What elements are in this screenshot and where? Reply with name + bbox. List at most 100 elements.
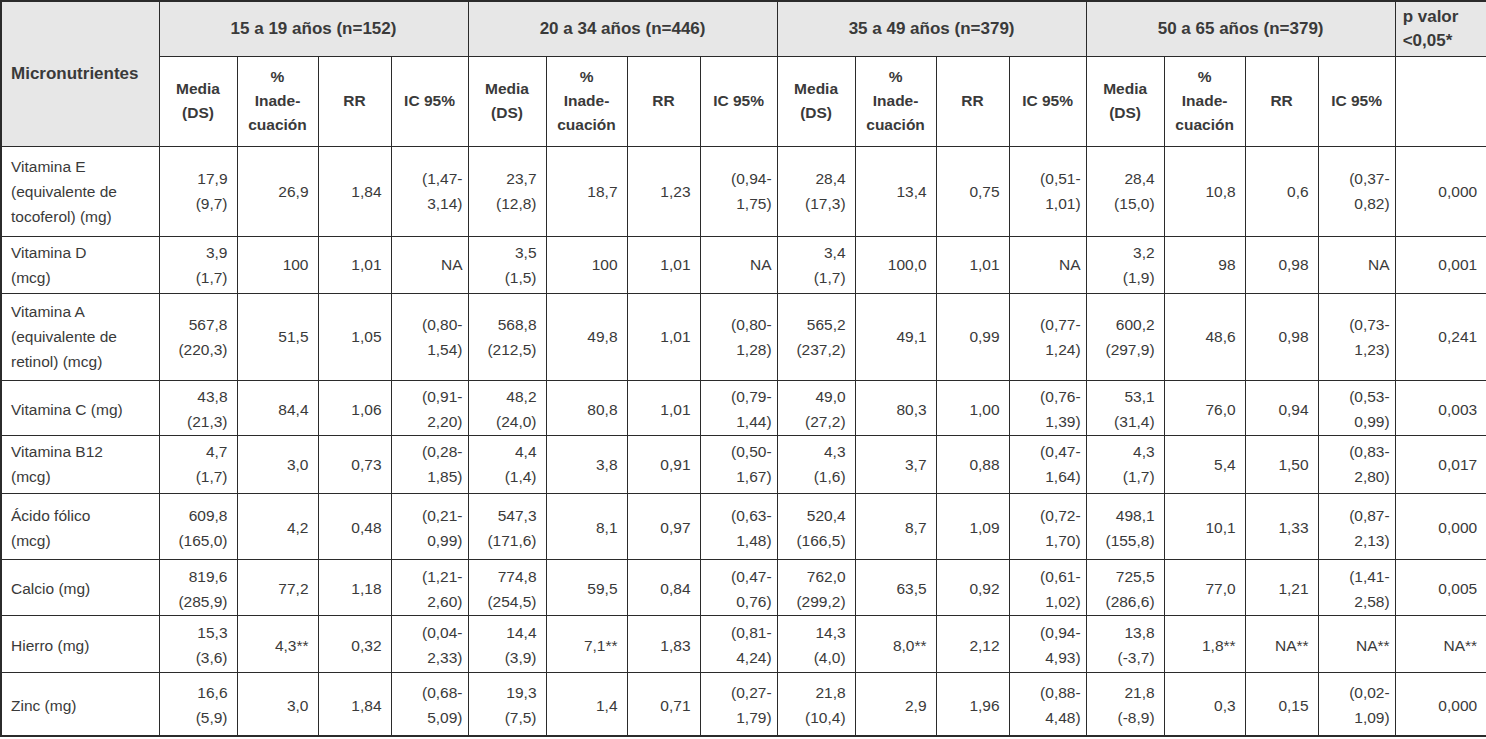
pct-inadecuacion-cell: 18,7 bbox=[546, 146, 627, 236]
table-row: Vitamina A(equivalente deretinol) (mcg)5… bbox=[1, 293, 1486, 380]
rr-cell-line: 1,01 bbox=[628, 397, 691, 422]
sub-header-rr: RR bbox=[318, 56, 391, 146]
table-header: Micronutrientes 15 a 19 años (n=152) 20 … bbox=[1, 1, 1486, 146]
sub-header-rr: RR bbox=[627, 56, 700, 146]
rr-cell-line: 1,06 bbox=[319, 397, 382, 422]
pct-inadecuacion-cell-line: 8,0** bbox=[856, 633, 927, 658]
media-ds-cell-line: 725,5 bbox=[1087, 564, 1155, 589]
media-ds-cell-line: (7,5) bbox=[469, 705, 537, 730]
p-value-header-line2: <0,05* bbox=[1403, 29, 1486, 53]
pct-inadecuacion-cell-line: 100 bbox=[547, 252, 618, 277]
ic95-cell-line: (0,27- bbox=[701, 680, 772, 705]
rr-cell-line: 0,88 bbox=[937, 452, 1000, 477]
ic95-cell-line: (0,53- bbox=[1319, 384, 1390, 409]
pct-inadecuacion-cell: 80,8 bbox=[546, 380, 627, 435]
sub-header-rr-line: RR bbox=[628, 89, 700, 113]
media-ds-cell-line: 498,1 bbox=[1087, 503, 1155, 528]
sub-header-media-ds: Media(DS) bbox=[777, 56, 855, 146]
media-ds-cell-line: 4,3 bbox=[1087, 439, 1155, 464]
rr-cell: 1,23 bbox=[627, 146, 700, 236]
sub-header-rr-line: RR bbox=[319, 89, 391, 113]
ic95-cell: (0,50-1,67) bbox=[700, 435, 777, 493]
sub-header-pct-inadecuacion-line: % bbox=[856, 65, 936, 89]
media-ds-cell: 762,0(299,2) bbox=[777, 559, 855, 615]
pct-inadecuacion-cell-line: 13,4 bbox=[856, 179, 927, 204]
ic95-cell-line: (0,83- bbox=[1319, 439, 1390, 464]
ic95-cell-line: (0,63- bbox=[701, 503, 772, 528]
media-ds-cell: 4,7(1,7) bbox=[159, 435, 237, 493]
table-row: Vitamina C (mg)43,8(21,3)84,41,06(0,91-2… bbox=[1, 380, 1486, 435]
pct-inadecuacion-cell: 63,5 bbox=[855, 559, 936, 615]
media-ds-cell-line: (1,5) bbox=[469, 265, 537, 290]
table-row: Vitamina D(mcg)3,9(1,7)1001,01NA3,5(1,5)… bbox=[1, 236, 1486, 293]
pct-inadecuacion-cell-line: 63,5 bbox=[856, 576, 927, 601]
pct-inadecuacion-cell: 8,1 bbox=[546, 493, 627, 559]
ic95-cell-line: 1,67) bbox=[701, 464, 772, 489]
rr-cell: 0,71 bbox=[627, 672, 700, 736]
pct-inadecuacion-cell-line: 59,5 bbox=[547, 576, 618, 601]
ic95-cell-line: 1,79) bbox=[701, 705, 772, 730]
sub-header-ic95-line: IC 95% bbox=[701, 89, 777, 113]
micronutrient-name: Vitamina E(equivalente detocoferol) (mg) bbox=[1, 146, 159, 236]
micronutrient-name: Hierro (mg) bbox=[1, 615, 159, 672]
rr-cell: 1,01 bbox=[627, 293, 700, 380]
pct-inadecuacion-cell: 77,0 bbox=[1164, 559, 1245, 615]
ic95-cell: (0,61-1,02) bbox=[1009, 559, 1086, 615]
media-ds-cell-line: 19,3 bbox=[469, 680, 537, 705]
media-ds-cell: 568,8(212,5) bbox=[468, 293, 546, 380]
media-ds-cell-line: 567,8 bbox=[160, 312, 228, 337]
pct-inadecuacion-cell: 1,4 bbox=[546, 672, 627, 736]
media-ds-cell: 28,4(15,0) bbox=[1086, 146, 1164, 236]
ic95-cell-line: 1,23) bbox=[1319, 337, 1390, 362]
rr-cell: 0,99 bbox=[936, 293, 1009, 380]
micronutrientes-column-header: Micronutrientes bbox=[1, 1, 159, 146]
ic95-cell-line: (0,77- bbox=[1010, 312, 1081, 337]
ic95-cell-line: 0,82) bbox=[1319, 191, 1390, 216]
media-ds-cell-line: 4,4 bbox=[469, 439, 537, 464]
pct-inadecuacion-cell-line: 49,8 bbox=[547, 324, 618, 349]
pct-inadecuacion-cell: 3,7 bbox=[855, 435, 936, 493]
ic95-cell-line: (0,94- bbox=[701, 166, 772, 191]
ic95-cell-line: (0,51- bbox=[1010, 166, 1081, 191]
ic95-cell: (0,94-1,75) bbox=[700, 146, 777, 236]
sub-header-media-ds: Media(DS) bbox=[1086, 56, 1164, 146]
ic95-cell-line: 1,70) bbox=[1010, 528, 1081, 553]
ic95-cell-line: 2,20) bbox=[392, 409, 463, 434]
group-header-35-49: 35 a 49 años (n=379) bbox=[777, 1, 1086, 56]
pct-inadecuacion-cell-line: 76,0 bbox=[1165, 397, 1236, 422]
ic95-cell-line: 2,60) bbox=[392, 589, 463, 614]
pct-inadecuacion-cell-line: 8,7 bbox=[856, 515, 927, 540]
micronutrient-name-line: Ácido fólico bbox=[11, 503, 155, 528]
micronutrient-name: Zinc (mg) bbox=[1, 672, 159, 736]
media-ds-cell: 4,3(1,7) bbox=[1086, 435, 1164, 493]
media-ds-cell-line: (1,7) bbox=[160, 265, 228, 290]
pct-inadecuacion-cell-line: 3,7 bbox=[856, 452, 927, 477]
ic95-cell-line: (0,81- bbox=[701, 620, 772, 645]
sub-header-rr-line: RR bbox=[937, 89, 1009, 113]
ic95-cell-line: (1,41- bbox=[1319, 564, 1390, 589]
media-ds-cell-line: (15,0) bbox=[1087, 191, 1155, 216]
sub-header-media-ds-line: (DS) bbox=[778, 101, 855, 125]
media-ds-cell: 600,2(297,9) bbox=[1086, 293, 1164, 380]
pct-inadecuacion-cell: 4,2 bbox=[237, 493, 318, 559]
media-ds-cell: 28,4(17,3) bbox=[777, 146, 855, 236]
table-body: Vitamina E(equivalente detocoferol) (mg)… bbox=[1, 146, 1486, 736]
sub-header-media-ds: Media(DS) bbox=[468, 56, 546, 146]
group-header-50-65: 50 a 65 años (n=379) bbox=[1086, 1, 1395, 56]
media-ds-cell: 15,3(3,6) bbox=[159, 615, 237, 672]
media-ds-cell-line: 520,4 bbox=[778, 503, 846, 528]
p-value-cell-line: 0,241 bbox=[1396, 324, 1478, 349]
ic95-cell-line: (1,21- bbox=[392, 564, 463, 589]
pct-inadecuacion-cell: 100 bbox=[546, 236, 627, 293]
p-value-cell-line: 0,003 bbox=[1396, 397, 1478, 422]
media-ds-cell-line: (27,2) bbox=[778, 409, 846, 434]
sub-header-pct-inadecuacion-line: cuación bbox=[1165, 113, 1245, 137]
pct-inadecuacion-cell: 100,0 bbox=[855, 236, 936, 293]
pct-inadecuacion-cell: 3,0 bbox=[237, 672, 318, 736]
rr-cell-line: 0,98 bbox=[1246, 324, 1309, 349]
media-ds-cell-line: (-3,7) bbox=[1087, 645, 1155, 670]
media-ds-cell: 520,4(166,5) bbox=[777, 493, 855, 559]
ic95-cell: (0,28-1,85) bbox=[391, 435, 468, 493]
media-ds-cell: 819,6(285,9) bbox=[159, 559, 237, 615]
p-value-cell: 0,001 bbox=[1395, 236, 1486, 293]
